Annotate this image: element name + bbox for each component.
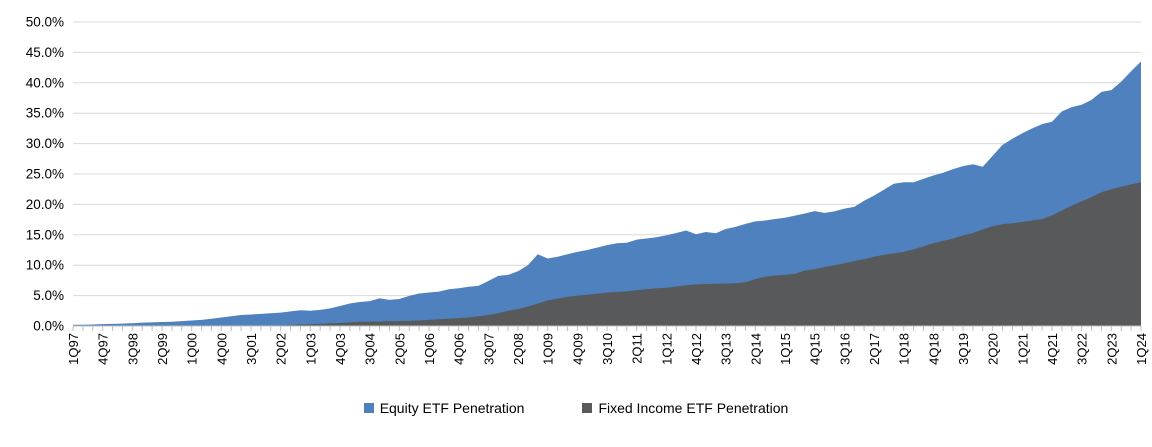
x-axis-tick-label: 4Q97 [96,333,111,365]
x-axis-tick-label: 3Q04 [363,333,378,365]
x-axis-tick-label: 2Q14 [748,333,763,365]
y-axis-tick-label: 10.0% [26,258,64,273]
legend-item-equity: Equity ETF Penetration [363,400,525,416]
x-axis-tick-label: 2Q11 [630,333,645,364]
area-chart-plot: 0.0% 5.0% 10.0% 15.0% 20.0% 25.0% 30.0% 35.0% 40… [26,15,1149,365]
legend-item-fixed-income: Fixed Income ETF Penetration [582,401,788,415]
x-axis-tick-label: 2Q08 [511,333,526,365]
y-axis-tick-label: 25.0% [26,167,64,182]
x-axis-tick-label: 1Q09 [541,333,556,365]
x-axis-tick-label: 1Q24 [1134,333,1149,365]
fixed-income-legend-label: Fixed Income ETF Penetration [598,400,789,416]
chart-legend: Equity ETF Penetration Fixed Income ETF … [0,401,1152,415]
y-axis-tick-label: 50.0% [26,15,64,30]
x-axis-tick-label: 1Q97 [66,333,81,365]
y-axis-tick-label: 15.0% [26,227,64,242]
y-axis-tick-label: 40.0% [26,75,64,90]
x-axis-tick-label: 3Q98 [125,333,140,365]
x-axis-tick-label: 3Q16 [837,333,852,365]
area-series-fixed-income [73,182,1141,326]
x-axis-tick-label: 1Q18 [897,333,912,365]
x-axis-tick-label: 3Q01 [244,333,259,365]
x-axis-tick-label: 2Q23 [1104,333,1119,365]
x-axis-tick-label: 1Q00 [185,333,200,365]
x-axis-tick-label: 1Q03 [303,333,318,365]
x-axis-tick-label: 2Q20 [986,333,1001,365]
x-axis-tick-label: 1Q12 [659,333,674,365]
y-axis-tick-label: 5.0% [33,288,64,303]
x-axis-tick-label: 4Q00 [214,333,229,365]
x-axis-tick-label: 4Q03 [333,333,348,365]
y-axis-tick-label: 0.0% [33,319,64,334]
x-axis-tick-label: 2Q02 [274,333,289,365]
x-axis-tick-label: 1Q15 [778,333,793,365]
x-axis-tick-label: 4Q18 [926,333,941,365]
x-axis-tick-label: 4Q21 [1045,333,1060,365]
x-axis-tick-label: 3Q10 [600,333,615,365]
x-axis-tick-label: 4Q12 [689,333,704,365]
x-axis-tick-label: 2Q17 [867,333,882,365]
fixed-income-legend-swatch-icon [582,403,593,413]
x-axis-tick-label: 4Q09 [570,333,585,365]
x-axis-tick-label: 3Q19 [956,333,971,365]
x-axis-tick-label: 4Q15 [808,333,823,365]
x-axis-tick-label: 2Q05 [392,333,407,365]
x-axis-tick-label: 1Q06 [422,333,437,365]
x-axis-tick-label: 1Q21 [1015,333,1030,365]
x-axis-tick-label: 2Q99 [155,333,170,365]
equity-legend-label: Equity ETF Penetration [379,400,525,416]
x-axis-tick-label: 4Q06 [452,333,467,365]
y-axis-tick-label: 20.0% [26,197,64,212]
equity-legend-swatch-icon [363,403,374,413]
y-axis-tick-label: 30.0% [26,136,64,151]
y-axis-tick-label: 35.0% [26,106,64,121]
x-axis-tick-label: 3Q13 [719,333,734,365]
x-axis-tick-label: 3Q07 [481,333,496,365]
y-axis-tick-label: 45.0% [26,45,64,60]
x-axis-tick-label: 3Q22 [1075,333,1090,365]
